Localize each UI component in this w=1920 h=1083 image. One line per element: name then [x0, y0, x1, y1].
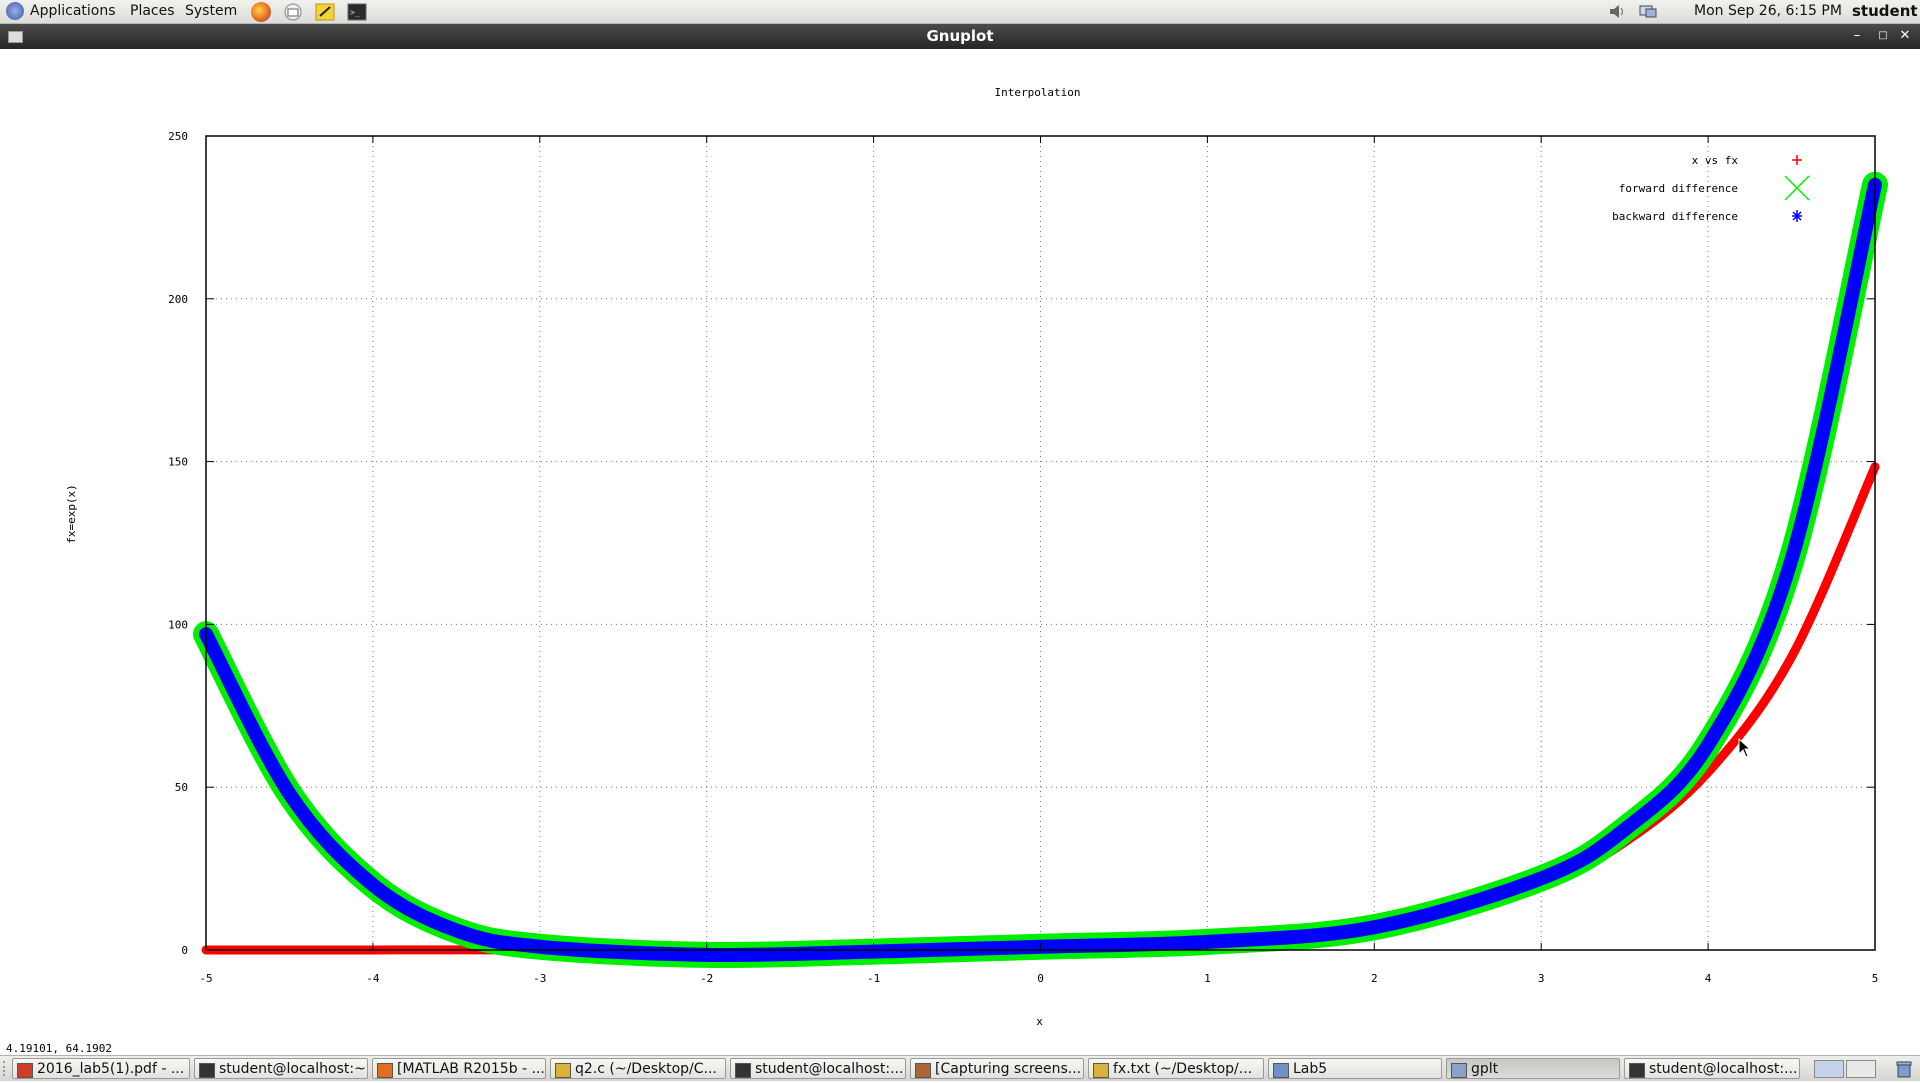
x-tick-label: 4 — [1705, 972, 1712, 985]
minimize-button[interactable]: – — [1853, 28, 1861, 43]
x-tick-label: 2 — [1371, 972, 1378, 985]
taskbar-item-label: gplt — [1471, 1061, 1499, 1077]
chart-title: Interpolation — [994, 86, 1080, 99]
close-button[interactable]: ✕ — [1899, 28, 1911, 43]
firefox-icon[interactable] — [251, 2, 271, 22]
legend-label: backward difference — [1612, 210, 1738, 223]
taskbar-item[interactable]: student@localhost:~ — [194, 1058, 368, 1079]
terminal-icon[interactable]: >_ — [347, 2, 367, 22]
terminal-icon — [1629, 1063, 1645, 1078]
y-tick-label: 150 — [168, 456, 188, 469]
taskbar-item[interactable]: 2016_lab5(1).pdf - ... — [12, 1058, 190, 1079]
folder-icon — [1273, 1063, 1289, 1078]
taskbar-item-label: q2.c (~/Desktop/C... — [575, 1061, 717, 1077]
x-tick-label: -4 — [366, 972, 380, 985]
legend: x vs fx forward difference backward differ… — [1612, 154, 1810, 223]
x-tick-label: -3 — [533, 972, 546, 985]
taskbar-item[interactable]: gplt — [1446, 1058, 1620, 1079]
network-icon[interactable] — [1638, 3, 1658, 20]
series-x-vs-fx — [201, 462, 1880, 955]
trash-icon[interactable] — [1894, 1059, 1914, 1079]
volume-icon[interactable] — [1608, 3, 1626, 20]
taskbar-item[interactable]: [Capturing screens... — [910, 1058, 1084, 1079]
pdf-icon — [17, 1063, 33, 1078]
window-menu-icon[interactable] — [8, 31, 23, 43]
taskbar: 2016_lab5(1).pdf - ... student@localhost:… — [0, 1055, 1920, 1081]
taskbar-item[interactable]: [MATLAB R2015b - ... — [372, 1058, 546, 1079]
window-icon — [1451, 1063, 1467, 1078]
y-tick-label: 200 — [168, 293, 188, 306]
taskbar-item-label: student@localhost:... — [1649, 1061, 1798, 1077]
series-forward-difference — [193, 171, 1888, 969]
system-menu[interactable]: System — [185, 3, 238, 19]
taskbar-item[interactable]: q2.c (~/Desktop/C... — [550, 1058, 726, 1079]
x-tick-label: -1 — [867, 972, 880, 985]
x-tick-label: -2 — [700, 972, 713, 985]
taskbar-item[interactable]: student@localhost:... — [1624, 1058, 1800, 1079]
y-tick-label: 250 — [168, 130, 188, 143]
taskbar-item-label: Lab5 — [1293, 1061, 1328, 1077]
terminal-icon — [735, 1063, 751, 1078]
places-menu[interactable]: Places — [130, 3, 175, 19]
x-tick-label: 0 — [1037, 972, 1044, 985]
x-axis-label: x — [1036, 1015, 1043, 1028]
terminal-icon — [199, 1063, 215, 1078]
x-tick-label: 3 — [1538, 972, 1545, 985]
taskbar-item-label: student@localhost:... — [755, 1061, 904, 1077]
x-tick-label: 1 — [1204, 972, 1211, 985]
show-desktop-icon[interactable] — [3, 1061, 13, 1076]
taskbar-item-label: fx.txt (~/Desktop/... — [1113, 1061, 1253, 1077]
taskbar-item[interactable]: fx.txt (~/Desktop/... — [1088, 1058, 1264, 1079]
taskbar-item[interactable]: student@localhost:... — [730, 1058, 906, 1079]
clock[interactable]: Mon Sep 26, 6:15 PM — [1694, 3, 1842, 19]
text-editor-icon — [555, 1063, 571, 1078]
y-tick-label: 100 — [168, 618, 188, 631]
matlab-icon — [377, 1063, 393, 1078]
series-backward-difference — [199, 177, 1882, 963]
coordinates-readout: 4.19101, 64.1902 — [6, 1042, 112, 1055]
maximize-button[interactable]: □ — [1878, 30, 1888, 41]
taskbar-item-label: [Capturing screens... — [935, 1061, 1082, 1077]
y-tick-label: 50 — [175, 781, 188, 794]
text-editor-icon — [1093, 1063, 1109, 1078]
legend-marker — [1792, 210, 1802, 222]
workspace-1[interactable] — [1814, 1060, 1844, 1078]
x-tick-label: -5 — [199, 972, 212, 985]
legend-marker — [1784, 175, 1810, 201]
gnuplot-canvas[interactable]: -5 -4 -3 -2 -1 0 1 2 3 4 5 0 50 100 150 200 250 Interpol… — [0, 50, 1920, 1045]
taskbar-item[interactable]: Lab5 — [1268, 1058, 1442, 1079]
mouse-cursor-icon — [1738, 738, 1752, 758]
applications-logo-icon[interactable] — [6, 2, 24, 20]
applications-menu[interactable]: Applications — [30, 3, 116, 19]
svg-text:>_: >_ — [350, 8, 360, 17]
notes-icon[interactable] — [315, 2, 335, 22]
y-axis-label: fx=exp(x) — [65, 484, 78, 544]
legend-label: forward difference — [1619, 182, 1738, 195]
top-panel: Applications Places System >_ Mon Sep 26… — [0, 0, 1920, 24]
taskbar-item-label: [MATLAB R2015b - ... — [397, 1061, 545, 1077]
y-tick-label: 0 — [181, 944, 188, 957]
x-tick-label: 5 — [1872, 972, 1879, 985]
taskbar-item-label: student@localhost:~ — [219, 1061, 366, 1077]
taskbar-item-label: 2016_lab5(1).pdf - ... — [37, 1061, 185, 1077]
workspace-2[interactable] — [1846, 1060, 1876, 1078]
mail-icon[interactable] — [283, 2, 303, 22]
legend-marker — [1792, 155, 1802, 165]
camera-icon — [915, 1063, 931, 1078]
window-title: Gnuplot — [926, 27, 994, 45]
user-menu[interactable]: student — [1852, 2, 1918, 20]
window-titlebar[interactable]: Gnuplot – □ ✕ — [0, 24, 1920, 49]
legend-label: x vs fx — [1692, 154, 1739, 167]
